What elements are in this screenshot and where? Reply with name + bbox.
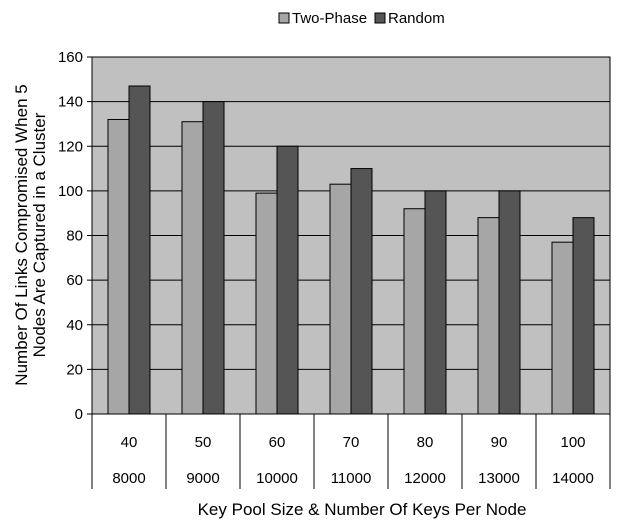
y-axis: 0 20 40 60 80 100 120 140 160 — [58, 49, 92, 423]
y-tick-label: 140 — [58, 94, 83, 111]
y-tick-label: 160 — [58, 49, 83, 66]
x-category-label-row1: 60 — [269, 434, 286, 451]
x-category-label-row2: 12000 — [404, 470, 446, 487]
y-tick-label: 20 — [66, 361, 83, 378]
bars — [107, 85, 595, 415]
bar-two-phase-100 — [551, 241, 574, 415]
bar-two-phase-70 — [329, 183, 352, 415]
y-tick-label: 80 — [66, 228, 83, 245]
bar-random-40 — [128, 85, 151, 415]
y-tick-label: 120 — [58, 138, 83, 155]
legend-swatch-random — [374, 12, 386, 24]
x-category-label-row2: 14000 — [552, 470, 594, 487]
bar-random-90 — [498, 190, 521, 415]
x-category-label-row2: 8000 — [112, 470, 145, 487]
bar-random-70 — [350, 168, 373, 415]
y-tick-label: 0 — [75, 406, 83, 423]
legend-label-two-phase: Two-Phase — [292, 10, 367, 27]
x-category-label-row2: 13000 — [478, 470, 520, 487]
bar-random-100 — [572, 217, 595, 415]
bar-random-50 — [202, 101, 225, 415]
bar-two-phase-50 — [181, 121, 204, 415]
x-category-label-row1: 80 — [417, 434, 434, 451]
bar-two-phase-90 — [477, 217, 500, 415]
x-category-label-row1: 100 — [560, 434, 585, 451]
x-category-label-row1: 50 — [195, 434, 212, 451]
y-tick-label: 40 — [66, 317, 83, 334]
x-axis-title: Key Pool Size & Number Of Keys Per Node — [198, 500, 527, 519]
x-category-label-row1: 40 — [121, 434, 138, 451]
x-category-label-row2: 10000 — [256, 470, 298, 487]
x-axis-table: 40 8000 50 9000 60 10000 70 11000 80 12000 90 13000… — [91, 414, 611, 489]
x-category-label-row1: 70 — [343, 434, 360, 451]
y-tick-label: 100 — [58, 183, 83, 200]
bar-random-80 — [424, 190, 447, 415]
y-axis-title-line2: Nodes Are Captured in a Cluster — [30, 112, 49, 357]
legend-label-random: Random — [388, 10, 445, 27]
legend-swatch-two-phase — [278, 12, 290, 24]
bar-two-phase-40 — [107, 118, 130, 415]
y-axis-title-line1: Number Of Links Compromised When 5 — [12, 84, 31, 385]
legend: Two-Phase Random — [278, 10, 445, 27]
x-category-label-row2: 11000 — [331, 470, 372, 487]
y-tick-label: 60 — [66, 272, 83, 289]
bar-two-phase-60 — [255, 192, 278, 415]
bar-two-phase-80 — [403, 208, 426, 415]
x-category-label-row1: 90 — [491, 434, 508, 451]
bar-random-60 — [276, 145, 299, 415]
x-category-label-row2: 9000 — [186, 470, 219, 487]
